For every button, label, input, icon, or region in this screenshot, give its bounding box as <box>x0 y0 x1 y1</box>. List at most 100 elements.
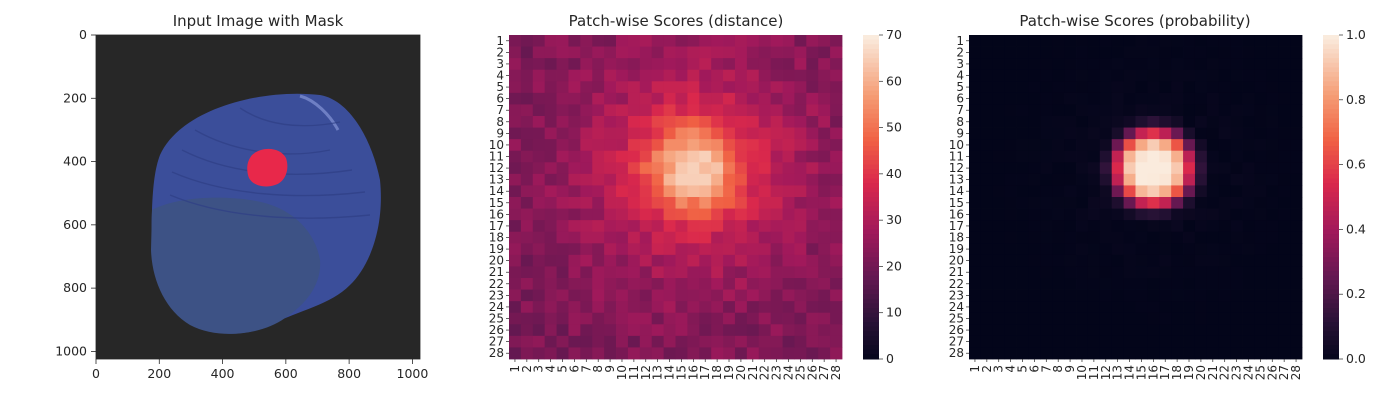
heatmap-cell <box>520 220 534 233</box>
heatmap-cell <box>1171 81 1184 94</box>
heatmap-cell <box>1218 104 1232 117</box>
heatmap-cell <box>1016 289 1029 302</box>
heatmap-cell <box>1159 312 1172 325</box>
heatmap-cell <box>969 231 982 244</box>
heatmap-cell <box>699 35 712 47</box>
heatmap-cell <box>1087 104 1101 117</box>
heatmap-cell <box>1147 173 1160 186</box>
heatmap-cell <box>627 127 641 140</box>
heatmap-cell <box>604 208 617 221</box>
heatmap-cell <box>1004 92 1017 105</box>
heatmap-cell <box>1290 69 1303 82</box>
heatmap-cell <box>1183 46 1196 59</box>
heatmap-cell <box>663 104 676 117</box>
heatmap-cell <box>1016 127 1029 140</box>
heatmap-cell <box>627 278 641 290</box>
heatmap-cell <box>651 254 664 267</box>
heatmap-cell <box>639 81 653 94</box>
heatmap-cell <box>1123 58 1136 71</box>
probability-heatmap-axes: 1234567891011121314151617181920212223242… <box>949 34 1303 380</box>
heatmap-cell <box>1290 35 1303 47</box>
heatmap-cell <box>604 104 617 117</box>
heatmap-cell <box>1004 69 1017 82</box>
heatmap-cell <box>770 243 783 256</box>
heatmap-cell <box>1076 139 1089 152</box>
heatmap-cell <box>1206 289 1220 302</box>
heatmap-cell <box>969 81 982 94</box>
heatmap-cell <box>711 139 724 152</box>
y-tick-label: 16 <box>489 207 504 221</box>
heatmap-cell <box>734 231 748 244</box>
heatmap-cell <box>675 139 688 152</box>
colorbar-segment <box>863 109 879 115</box>
heatmap-cell <box>1194 231 1208 244</box>
heatmap-cell <box>1076 220 1089 233</box>
heatmap-cell <box>992 162 1006 175</box>
heatmap-cell <box>556 301 569 314</box>
heatmap-cell <box>1266 150 1279 163</box>
heatmap-cell <box>711 243 724 256</box>
heatmap-cell <box>1099 266 1113 279</box>
heatmap-cell <box>520 266 534 279</box>
heatmap-cell <box>1111 197 1124 209</box>
heatmap-cell <box>509 69 522 82</box>
y-tick-label: 6 <box>956 92 964 106</box>
heatmap-cell <box>1064 312 1077 325</box>
heatmap-cell <box>639 127 653 140</box>
heatmap-cell <box>1218 301 1232 314</box>
heatmap-cell <box>675 58 688 71</box>
heatmap-cell <box>1040 35 1053 47</box>
heatmap-cell <box>699 289 712 302</box>
heatmap-cell <box>758 243 772 256</box>
heatmap-cell <box>806 139 819 152</box>
heatmap-cell <box>1278 58 1291 71</box>
heatmap-cell <box>520 243 534 256</box>
colorbar-segment <box>863 206 879 212</box>
heatmap-cell <box>639 116 653 128</box>
heatmap-cell <box>1194 197 1208 209</box>
heatmap-cell <box>1016 69 1029 82</box>
heatmap-cell <box>1171 220 1184 233</box>
heatmap-cell <box>1028 150 1041 163</box>
x-tick-label: 23 <box>1230 365 1244 380</box>
heatmap-cell <box>746 231 760 244</box>
heatmap-cell <box>509 35 522 47</box>
heatmap-cell <box>1290 81 1303 94</box>
heatmap-cell <box>969 150 982 163</box>
heatmap-cell <box>520 46 534 59</box>
colorbar-segment <box>863 164 879 170</box>
heatmap-cell <box>1087 301 1101 314</box>
heatmap-cell <box>1028 127 1041 140</box>
x-tick-label: 22 <box>1218 365 1232 380</box>
y-tick-label: 20 <box>949 254 964 268</box>
heatmap-cell <box>616 139 629 152</box>
heatmap-cell <box>580 347 593 360</box>
heatmap-cell <box>699 173 712 186</box>
heatmap-cell <box>544 335 557 348</box>
heatmap-cell <box>1171 301 1184 314</box>
heatmap-cell <box>969 46 982 59</box>
heatmap-cell <box>711 231 724 244</box>
heatmap-cell <box>1218 266 1232 279</box>
heatmap-cell <box>734 92 748 105</box>
heatmap-cell <box>1290 116 1303 128</box>
heatmap-cell <box>1290 58 1303 71</box>
heatmap-cell <box>980 127 994 140</box>
heatmap-cell <box>663 81 676 94</box>
distance-heatmap <box>509 35 843 360</box>
colorbar-segment <box>1323 261 1339 267</box>
heatmap-cell <box>1218 254 1232 267</box>
heatmap-cell <box>969 208 982 221</box>
heatmap-cell <box>758 220 772 233</box>
heatmap-cell <box>604 116 617 128</box>
heatmap-cell <box>651 46 664 59</box>
heatmap-cell <box>1064 185 1077 198</box>
heatmap-cell <box>639 335 653 348</box>
heatmap-cell <box>734 289 748 302</box>
heatmap-cell <box>663 289 676 302</box>
heatmap-cell <box>1076 301 1089 314</box>
heatmap-cell <box>1123 266 1136 279</box>
heatmap-cell <box>1052 243 1065 256</box>
heatmap-cell <box>639 92 653 105</box>
colorbar-segment <box>863 284 879 291</box>
